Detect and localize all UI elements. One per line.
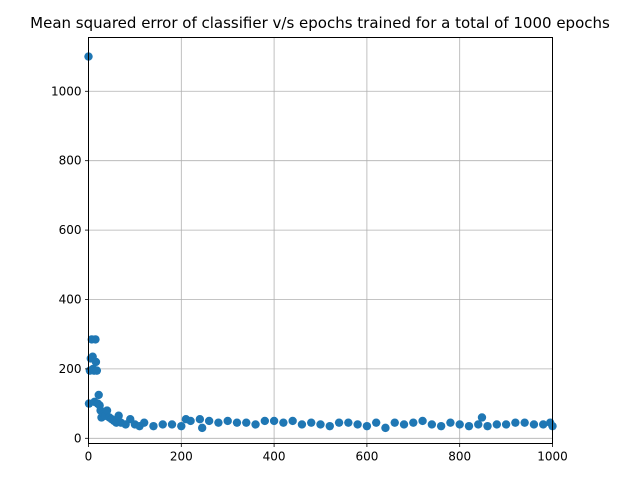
data-point: [251, 420, 260, 429]
data-point: [197, 423, 207, 433]
data-point: [371, 418, 381, 427]
data-point: [91, 357, 101, 367]
data-point: [232, 418, 242, 427]
data-point: [149, 421, 158, 431]
data-point: [269, 416, 279, 426]
data-point: [344, 418, 353, 427]
data-point: [381, 423, 390, 433]
data-point: [483, 421, 492, 431]
y-tick-label: 400: [59, 292, 82, 306]
data-point: [307, 418, 316, 427]
data-point: [399, 420, 409, 429]
data-point: [279, 418, 288, 427]
data-point: [436, 421, 446, 431]
x-tick-label: 1000: [537, 450, 568, 464]
data-point: [242, 418, 251, 427]
data-point: [94, 390, 103, 400]
data-point: [204, 416, 214, 426]
x-tick-label: 600: [355, 450, 378, 464]
data-point: [223, 416, 232, 426]
data-point: [158, 420, 167, 429]
data-point: [362, 421, 372, 431]
y-tick-label: 200: [59, 362, 82, 376]
data-point: [353, 420, 362, 429]
data-point: [195, 415, 205, 424]
data-point: [477, 413, 487, 422]
data-point: [114, 411, 123, 420]
data-point: [501, 420, 511, 429]
data-point: [214, 418, 223, 427]
data-point: [427, 420, 437, 429]
data-point: [186, 416, 195, 426]
data-point: [529, 420, 539, 429]
x-tick-label: 0: [85, 450, 93, 464]
y-tick-label: 1000: [51, 84, 82, 98]
data-point: [474, 420, 483, 429]
data-point: [464, 421, 474, 431]
data-point: [260, 416, 270, 426]
chart-title: Mean squared error of classifier v/s epo…: [30, 14, 610, 32]
data-point: [455, 420, 464, 429]
data-point: [139, 418, 149, 427]
y-axis: 0 200 400 600 800 1000: [51, 84, 89, 445]
grid: [88, 37, 553, 444]
data-point: [511, 418, 520, 427]
data-point: [325, 421, 334, 431]
data-point: [297, 420, 307, 429]
x-axis: 0 200 400 600 800 1000: [85, 443, 568, 464]
data-point: [539, 420, 548, 429]
data-point: [167, 420, 177, 429]
data-point: [92, 366, 102, 375]
data-point: [409, 418, 418, 427]
data-point: [418, 416, 427, 426]
x-tick-label: 800: [448, 450, 471, 464]
x-tick-label: 200: [170, 450, 193, 464]
y-tick-label: 600: [59, 223, 82, 237]
data-point: [91, 335, 100, 344]
plot-area: [88, 37, 553, 444]
data-point: [446, 418, 455, 427]
x-tick-label: 400: [263, 450, 286, 464]
data-point: [102, 406, 112, 415]
y-tick-label: 800: [59, 154, 82, 168]
data-point: [492, 420, 502, 429]
data-point: [177, 421, 186, 431]
data-point: [288, 416, 297, 426]
data-point: [390, 418, 399, 427]
y-tick-label: 0: [74, 431, 82, 445]
data-point: [316, 420, 325, 429]
scatter-points: [84, 52, 557, 433]
data-point: [520, 418, 529, 427]
data-point: [334, 418, 344, 427]
